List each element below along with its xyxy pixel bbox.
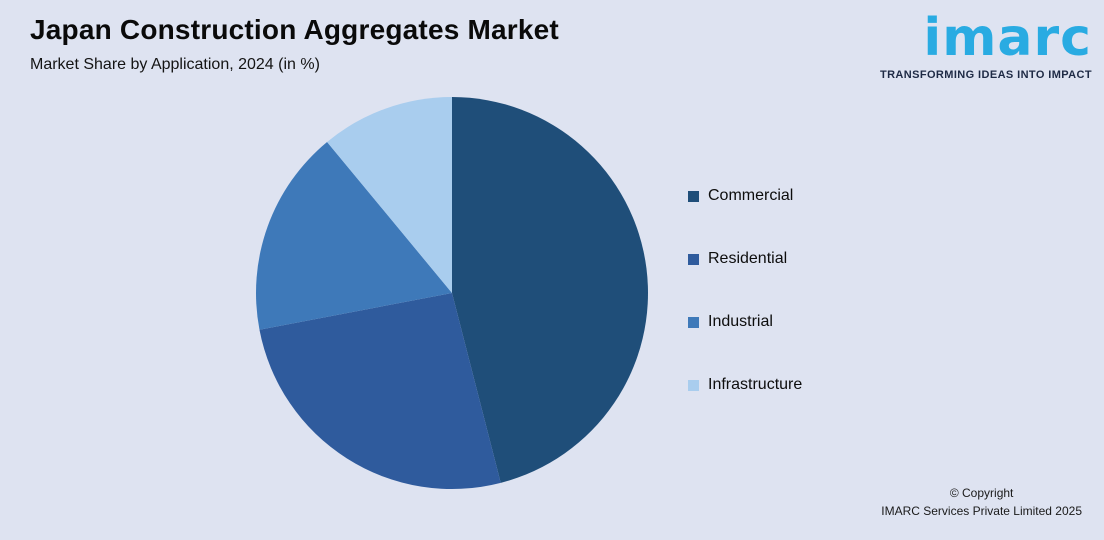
legend-marker-residential	[688, 253, 699, 265]
pie-slice-commercial	[452, 97, 648, 483]
copyright-notice: © Copyright IMARC Services Private Limit…	[881, 484, 1082, 521]
imarc-logo-text: imarc	[923, 8, 1092, 68]
copyright-line2: IMARC Services Private Limited 2025	[881, 504, 1082, 519]
legend-label: Industrial	[708, 313, 773, 330]
legend-item-residential: Residential	[688, 249, 802, 269]
legend-item-infrastructure: Infrastructure	[688, 375, 802, 395]
page-subtitle: Market Share by Application, 2024 (in %)	[30, 56, 320, 73]
pie-slice-industrial	[256, 141, 452, 330]
legend-marker-industrial	[688, 316, 699, 328]
legend-label: Commercial	[708, 187, 794, 204]
legend-item-industrial: Industrial	[688, 312, 802, 332]
copyright-line1: © Copyright	[949, 485, 1014, 500]
legend-marker-infrastructure	[688, 379, 699, 391]
chart-legend: Commercial Residential Industrial Infras…	[688, 186, 802, 438]
imarc-logo-tagline: TRANSFORMING IDEAS INTO IMPACT	[879, 69, 1092, 81]
pie-slice-residential	[259, 293, 501, 489]
page-title: Japan Construction Aggregates Market	[30, 14, 559, 45]
pie-slice-infrastructure	[327, 97, 452, 293]
legend-label: Infrastructure	[708, 376, 803, 393]
legend-marker-commercial	[688, 190, 699, 202]
legend-item-commercial: Commercial	[688, 186, 802, 206]
imarc-logo: imarc TRANSFORMING IDEAS INTO IMPACT	[857, 12, 1092, 81]
legend-label: Residential	[708, 250, 788, 267]
